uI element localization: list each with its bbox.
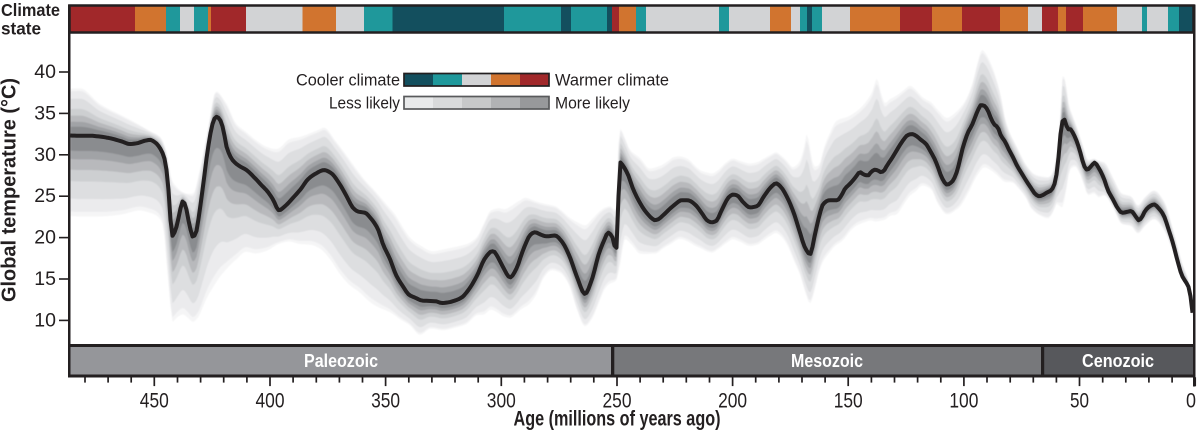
svg-text:0: 0 [1186, 389, 1196, 413]
svg-text:15: 15 [34, 268, 56, 290]
svg-text:450: 450 [140, 389, 169, 413]
svg-text:100: 100 [949, 389, 978, 413]
svg-text:50: 50 [1070, 389, 1089, 413]
svg-text:Mesozoic: Mesozoic [791, 351, 863, 371]
svg-text:Age (millions of years ago): Age (millions of years ago) [514, 407, 721, 431]
svg-text:Global temperature (°C): Global temperature (°C) [0, 78, 21, 302]
svg-text:10: 10 [34, 309, 56, 331]
svg-text:250: 250 [603, 389, 632, 413]
svg-text:state: state [1, 18, 41, 38]
svg-text:Climate: Climate [1, 0, 60, 20]
svg-text:Paleozoic: Paleozoic [304, 351, 378, 371]
svg-text:Less likely: Less likely [329, 94, 400, 113]
svg-text:30: 30 [34, 144, 56, 166]
svg-text:35: 35 [34, 102, 56, 124]
svg-text:350: 350 [371, 389, 400, 413]
svg-text:More likely: More likely [555, 94, 630, 113]
svg-text:40: 40 [34, 61, 56, 83]
svg-text:20: 20 [34, 227, 56, 249]
svg-text:300: 300 [487, 389, 516, 413]
svg-text:200: 200 [718, 389, 747, 413]
svg-text:Cooler climate: Cooler climate [296, 71, 400, 90]
svg-text:400: 400 [256, 389, 285, 413]
svg-text:150: 150 [834, 389, 863, 413]
svg-text:25: 25 [34, 185, 56, 207]
svg-text:Cenozoic: Cenozoic [1082, 351, 1154, 371]
svg-text:Warmer climate: Warmer climate [555, 71, 669, 90]
